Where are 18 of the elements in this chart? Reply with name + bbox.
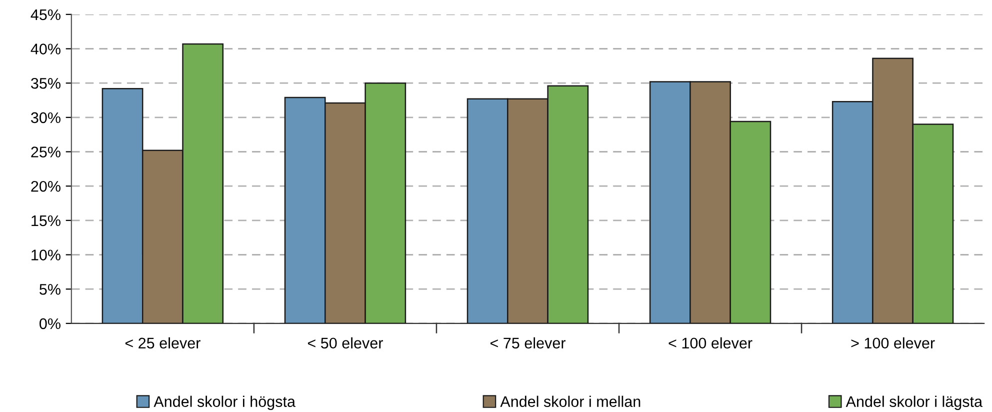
y-tick-label: 25% [31, 146, 60, 158]
y-tick-label: 5% [40, 284, 60, 295]
y-tick-label: 15% [32, 215, 60, 226]
y-tick-label: 40% [30, 44, 60, 54]
x-tick-label: < 50 elever [308, 337, 383, 349]
y-tick-label: 20% [31, 180, 60, 192]
x-tick-label: < 75 elever [490, 337, 566, 349]
legend-label: Andel skolor i mellan [500, 396, 640, 407]
y-tick-label: 30% [31, 112, 60, 124]
y-tick-label: 10% [32, 250, 60, 260]
legend-label: Andel skolor i högsta [154, 396, 296, 410]
x-tick-label: < 100 elever [668, 337, 752, 349]
x-tick-label: < 25 elever [125, 337, 200, 349]
x-tick-label: > 100 elever [851, 337, 935, 349]
y-tick-label: 0% [40, 318, 60, 330]
legend-label: Andel skolor i lägsta [846, 396, 983, 410]
y-tick-label: 45% [30, 9, 60, 20]
y-tick-label: 35% [31, 78, 60, 89]
